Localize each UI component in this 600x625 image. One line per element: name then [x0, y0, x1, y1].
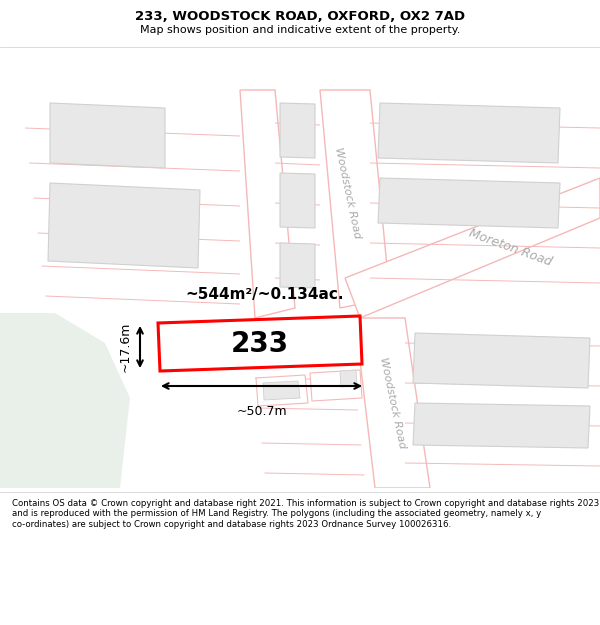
- Polygon shape: [413, 333, 590, 388]
- Polygon shape: [345, 178, 600, 318]
- Text: Contains OS data © Crown copyright and database right 2021. This information is : Contains OS data © Crown copyright and d…: [12, 499, 599, 529]
- Polygon shape: [50, 103, 165, 168]
- Polygon shape: [310, 370, 362, 401]
- Text: ~544m²/~0.134ac.: ~544m²/~0.134ac.: [185, 288, 343, 302]
- Text: Moreton Road: Moreton Road: [467, 227, 553, 269]
- Text: 233: 233: [231, 329, 289, 357]
- Polygon shape: [0, 313, 130, 488]
- Polygon shape: [263, 381, 300, 400]
- Polygon shape: [280, 173, 315, 228]
- Polygon shape: [48, 183, 200, 268]
- Polygon shape: [413, 403, 590, 448]
- Text: Woodstock Road: Woodstock Road: [379, 356, 407, 449]
- Polygon shape: [280, 103, 315, 158]
- Polygon shape: [355, 318, 430, 488]
- Text: ~50.7m: ~50.7m: [236, 405, 287, 418]
- Polygon shape: [240, 90, 295, 318]
- Polygon shape: [280, 243, 315, 288]
- Text: Woodstock Road: Woodstock Road: [334, 146, 362, 239]
- Polygon shape: [320, 90, 390, 308]
- Text: Map shows position and indicative extent of the property.: Map shows position and indicative extent…: [140, 24, 460, 34]
- Polygon shape: [256, 375, 308, 406]
- Text: ~17.6m: ~17.6m: [119, 322, 131, 372]
- Text: 233, WOODSTOCK ROAD, OXFORD, OX2 7AD: 233, WOODSTOCK ROAD, OXFORD, OX2 7AD: [135, 9, 465, 22]
- Polygon shape: [378, 103, 560, 163]
- Polygon shape: [158, 316, 362, 371]
- Polygon shape: [340, 370, 357, 387]
- Polygon shape: [378, 178, 560, 228]
